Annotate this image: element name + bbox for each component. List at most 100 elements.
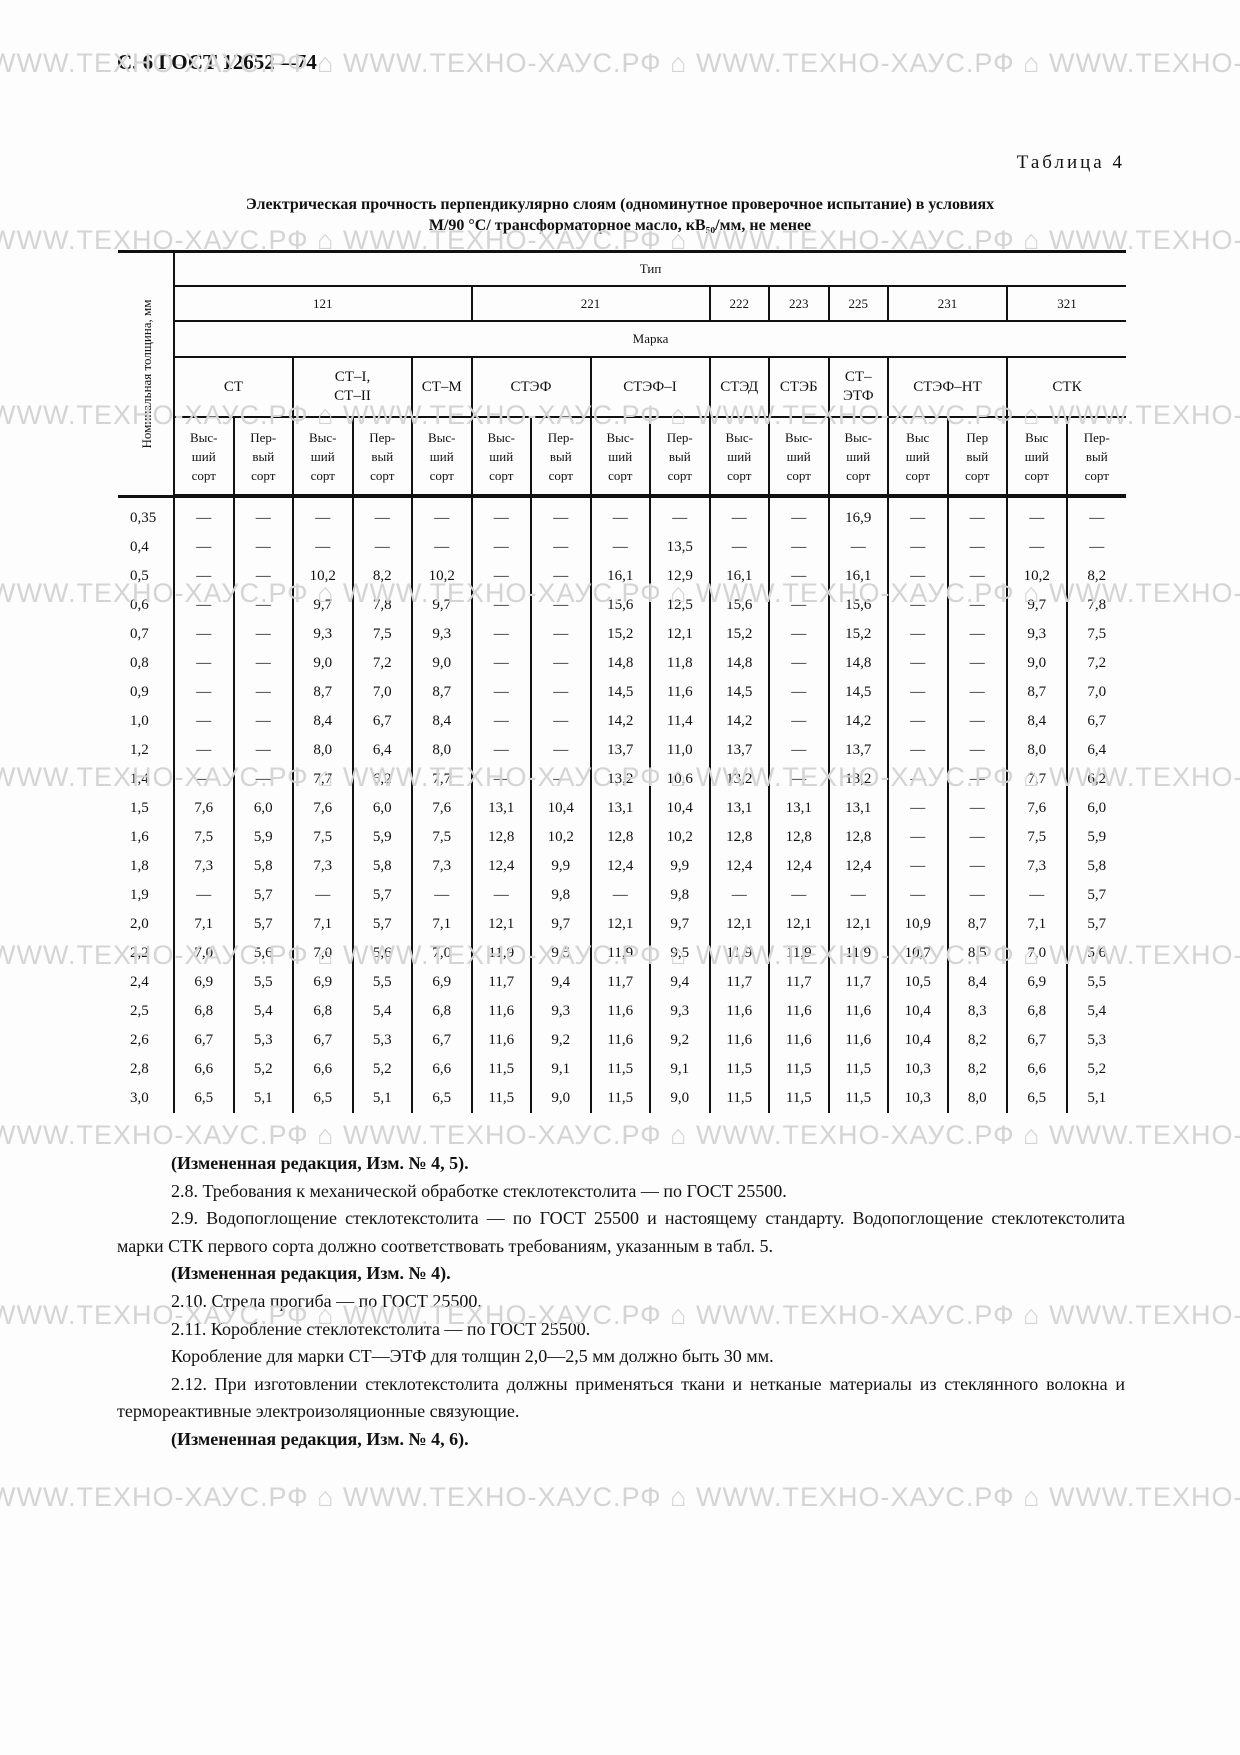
- value-cell: 5,2: [351, 1055, 412, 1084]
- value-cell: —: [887, 765, 948, 794]
- value-cell: —: [589, 533, 650, 562]
- value-cell: 16,1: [708, 562, 769, 591]
- sort-cell: Выс- ший сорт: [470, 417, 531, 498]
- value-cell: 11,6: [470, 1026, 531, 1055]
- value-cell: 11,6: [708, 997, 769, 1026]
- value-cell: 11,6: [768, 1026, 829, 1055]
- value-cell: —: [292, 881, 353, 910]
- value-cell: 5,8: [351, 852, 412, 881]
- value-cell: 11,5: [768, 1084, 829, 1113]
- value-cell: 9,7: [530, 910, 591, 939]
- table-title-line-1: Электрическая прочность перпендикулярно …: [245, 196, 995, 213]
- paragraph: (Измененная редакция, Изм. № 4).: [171, 1263, 451, 1284]
- value-cell: 9,1: [649, 1055, 710, 1084]
- value-cell: 10,2: [649, 823, 710, 852]
- value-cell: 7,0: [1065, 678, 1127, 707]
- sort-cell: Выс- ший сорт: [768, 417, 829, 498]
- sort-cell: Выс- ший сорт: [411, 417, 472, 498]
- table-number: Таблица 4: [1016, 152, 1125, 173]
- thickness-cell: 2,0: [130, 916, 149, 932]
- value-cell: 12,8: [470, 823, 531, 852]
- value-cell: —: [411, 881, 472, 910]
- value-cell: 6,7: [1065, 707, 1127, 736]
- table-row: 0,5— —10,2 8,2 10,2— —16,1 12,9 16,1—16,1— —10,…: [118, 562, 1127, 591]
- value-cell: 11,8: [649, 649, 710, 678]
- value-cell: 12,1: [649, 620, 710, 649]
- value-cell: —: [649, 496, 710, 533]
- value-cell: 8,2: [351, 562, 412, 591]
- value-cell: 7,5: [1006, 823, 1067, 852]
- value-cell: 11,6: [827, 1026, 888, 1055]
- value-cell: —: [232, 591, 293, 620]
- value-cell: 8,4: [1006, 707, 1067, 736]
- mark-header: Марка: [172, 321, 1127, 358]
- value-cell: 12,4: [708, 852, 769, 881]
- value-cell: 8,0: [946, 1084, 1007, 1113]
- value-cell: —: [768, 591, 829, 620]
- header-row-type: Номинальная толщина, мм Тип: [118, 250, 1127, 496]
- value-cell: —: [768, 765, 829, 794]
- value-cell: 7,0: [1006, 939, 1067, 968]
- value-cell: 6,8: [173, 997, 234, 1026]
- value-cell: 11,6: [827, 997, 888, 1026]
- value-cell: 12,4: [768, 852, 829, 881]
- value-cell: 8,0: [411, 736, 472, 765]
- value-cell: 12,4: [589, 852, 650, 881]
- value-cell: 7,3: [411, 852, 472, 881]
- value-cell: 8,0: [292, 736, 353, 765]
- value-cell: —: [887, 591, 948, 620]
- value-cell: 7,7: [292, 765, 353, 794]
- thickness-cell: 0,6: [130, 597, 149, 613]
- value-cell: —: [173, 736, 234, 765]
- value-cell: 9,0: [649, 1084, 710, 1113]
- sort-cell: Пер вый сорт: [946, 417, 1007, 498]
- value-cell: —: [173, 765, 234, 794]
- value-cell: 6,7: [411, 1026, 472, 1055]
- value-cell: 9,5: [530, 939, 591, 968]
- table-row: 1,2— —8,0 6,4 8,0— —13,7 11,0 13,7—13,7— —8,0 6,…: [118, 736, 1127, 765]
- value-cell: 12,4: [470, 852, 531, 881]
- value-cell: 14,5: [708, 678, 769, 707]
- value-cell: 15,2: [827, 620, 888, 649]
- value-cell: 10,2: [411, 562, 472, 591]
- value-cell: 5,6: [232, 939, 293, 968]
- value-cell: —: [887, 533, 948, 562]
- table-row: 2,6 6,7 5,3 6,7 5,3 6,7 11,6 9,2 11,6 9,2 11,6 11,6…: [118, 1026, 1127, 1055]
- value-cell: —: [530, 591, 591, 620]
- value-cell: 14,8: [708, 649, 769, 678]
- value-cell: —: [708, 533, 769, 562]
- thickness-cell: 1,8: [130, 858, 149, 874]
- value-cell: —: [887, 707, 948, 736]
- value-cell: 9,3: [292, 620, 353, 649]
- value-cell: —: [530, 678, 591, 707]
- value-cell: —: [946, 823, 1007, 852]
- value-cell: 9,3: [530, 997, 591, 1026]
- value-cell: —: [768, 736, 829, 765]
- value-cell: 8,7: [292, 678, 353, 707]
- value-cell: 7,6: [173, 794, 234, 823]
- table-row: 1,6 7,5 5,9 7,5 5,9 7,5 12,8 10,2 12,8 10,2 12,8 12…: [118, 823, 1127, 852]
- value-cell: —: [887, 823, 948, 852]
- value-cell: 6,0: [1065, 794, 1127, 823]
- value-cell: 11,5: [589, 1055, 650, 1084]
- value-cell: —: [173, 649, 234, 678]
- value-cell: 10,4: [649, 794, 710, 823]
- type-cell: 121: [173, 286, 472, 322]
- value-cell: 13,1: [589, 794, 650, 823]
- value-cell: 7,8: [1065, 591, 1127, 620]
- value-cell: 6,4: [1065, 736, 1127, 765]
- value-cell: 16,1: [589, 562, 650, 591]
- value-cell: —: [232, 562, 293, 591]
- value-cell: 9,9: [530, 852, 591, 881]
- value-cell: 13,2: [708, 765, 769, 794]
- value-cell: —: [946, 794, 1007, 823]
- value-cell: 5,6: [1065, 939, 1127, 968]
- value-cell: 7,3: [292, 852, 353, 881]
- value-cell: 5,2: [1065, 1055, 1127, 1084]
- value-cell: 11,9: [768, 939, 829, 968]
- value-cell: 9,9: [649, 852, 710, 881]
- value-cell: 15,6: [827, 591, 888, 620]
- value-cell: —: [887, 881, 948, 910]
- value-cell: —: [827, 881, 888, 910]
